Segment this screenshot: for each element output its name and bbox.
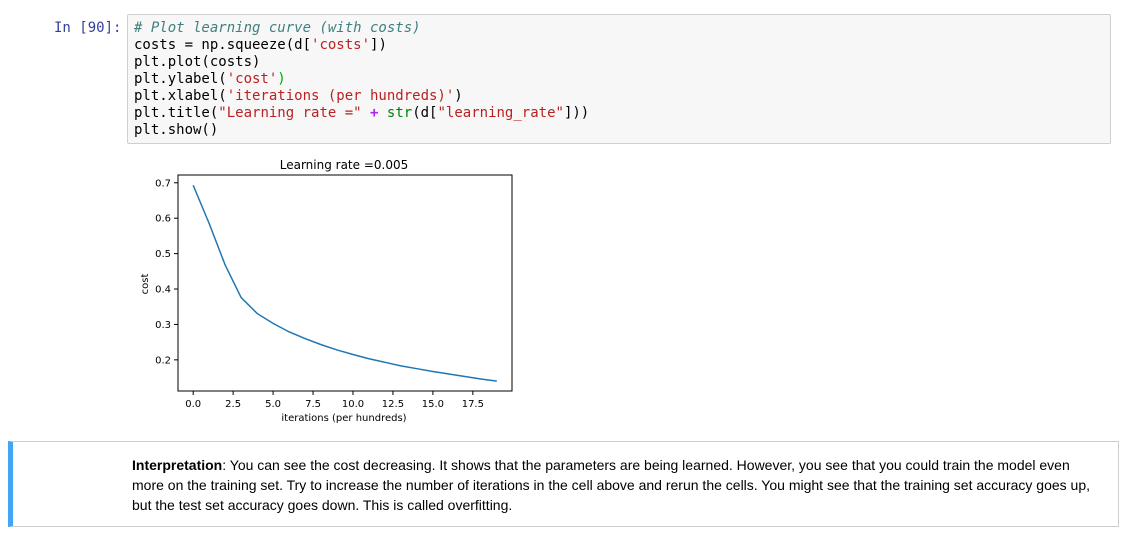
- code-token: # Plot learning curve (with costs): [134, 20, 421, 36]
- code-token: plt.title(: [134, 105, 219, 121]
- code-token: costs = np.squeeze(d[: [134, 37, 312, 53]
- code-line: plt.show(): [134, 122, 589, 139]
- x-tick-label: 2.5: [225, 399, 241, 410]
- y-tick-label: 0.4: [155, 285, 171, 296]
- code-token: plt.plot(costs): [134, 54, 261, 70]
- x-axis-ticks: 0.0 2.5 5.0 7.5 10.0 12.5 15.0 17.5: [185, 391, 484, 410]
- code-token: 'cost': [226, 71, 278, 87]
- code-token: plt.xlabel(: [134, 88, 227, 104]
- code-editor[interactable]: # Plot learning curve (with costs) costs …: [134, 20, 589, 139]
- code-token: ])): [563, 105, 590, 121]
- x-tick-label: 10.0: [342, 399, 364, 410]
- code-token: "learning_rate": [437, 105, 564, 121]
- cost-series-line: [192, 184, 497, 382]
- markdown-cell[interactable]: Interpretation: You can see the cost dec…: [8, 441, 1119, 527]
- code-token: ]): [370, 37, 387, 53]
- x-axis-label: iterations (per hundreds): [281, 413, 406, 424]
- interpretation-text: Interpretation: You can see the cost dec…: [132, 455, 1097, 515]
- code-line: plt.title("Learning rate =" + str(d["lea…: [134, 105, 589, 122]
- y-axis-ticks: 0.2 0.3 0.4 0.5 0.6 0.7: [155, 178, 178, 366]
- code-token: plt.ylabel(: [134, 71, 227, 87]
- x-tick-label: 17.5: [462, 399, 484, 410]
- learning-curve-plot: Learning rate =0.005 0.20.30.40.50.60.7 …: [140, 158, 513, 424]
- x-tick-label: 12.5: [382, 399, 404, 410]
- code-line: costs = np.squeeze(d['costs']): [134, 37, 589, 54]
- code-cell-input[interactable]: # Plot learning curve (with costs) costs …: [127, 14, 1111, 144]
- interpretation-body: : You can see the cost decreasing. It sh…: [132, 457, 1090, 513]
- y-axis-label: cost: [140, 274, 151, 295]
- code-token: "Learning rate =": [218, 105, 362, 121]
- code-line: plt.ylabel('cost'): [134, 71, 589, 88]
- code-token: +: [370, 105, 379, 121]
- x-tick-label: 0.0: [185, 399, 201, 410]
- code-line: # Plot learning curve (with costs): [134, 20, 589, 37]
- x-tick-label: 5.0: [265, 399, 281, 410]
- code-token: plt.show(): [134, 122, 219, 138]
- y-tick-label: 0.6: [155, 214, 171, 225]
- code-token: (d[: [412, 105, 438, 121]
- code-token: 'costs': [311, 37, 371, 53]
- code-token: [378, 105, 386, 121]
- code-token: ): [454, 88, 463, 104]
- code-token: ): [277, 71, 286, 87]
- x-tick-label: 7.5: [305, 399, 321, 410]
- code-token: str: [386, 105, 413, 121]
- y-tick-label: 0.7: [155, 178, 171, 189]
- code-line: plt.plot(costs): [134, 54, 589, 71]
- code-line: plt.xlabel('iterations (per hundreds)'): [134, 88, 589, 105]
- y-tick-label: 0.3: [155, 320, 171, 331]
- chart-title: Learning rate =0.005: [280, 158, 409, 172]
- code-token: [362, 105, 370, 121]
- code-token: 'iterations (per hundreds)': [226, 88, 455, 104]
- x-tick-label: 15.0: [422, 399, 444, 410]
- cell-prompt: In [90]:: [54, 20, 122, 36]
- y-tick-label: 0.5: [155, 249, 171, 260]
- interpretation-heading: Interpretation: [132, 457, 223, 473]
- y-tick-label: 0.2: [155, 355, 171, 366]
- plot-area: [177, 174, 513, 392]
